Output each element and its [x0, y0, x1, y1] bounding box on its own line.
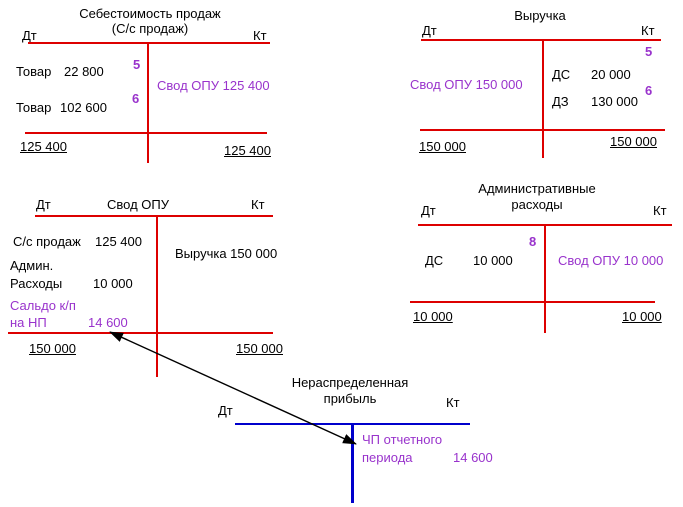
debit-label: Дт	[218, 403, 233, 418]
entry-value: 20 000	[591, 67, 631, 82]
closing-line	[420, 129, 665, 131]
t-bar-horizontal	[421, 39, 661, 41]
entry-label: Админ.	[10, 258, 54, 273]
account-title: Выручка	[514, 8, 566, 23]
t-bar-vertical	[156, 215, 158, 377]
credit-label: Кт	[446, 395, 460, 410]
entry-value: 130 000	[591, 94, 638, 109]
total-debit: 10 000	[413, 309, 453, 324]
debit-label: Дт	[421, 203, 436, 218]
t-bar-vertical	[542, 39, 544, 158]
entry-label: Товар	[16, 100, 52, 115]
credit-entry: Свод ОПУ 10 000	[558, 253, 664, 268]
credit-label: Кт	[251, 197, 265, 212]
account-title: Свод ОПУ	[107, 197, 170, 212]
credit-entry: периода	[362, 450, 413, 465]
entry-value: 22 800	[64, 64, 104, 79]
balance-label: Сальдо к/п	[10, 298, 76, 313]
t-bar-horizontal	[28, 42, 270, 44]
posting-ref: 6	[132, 91, 140, 106]
t-bar-vertical	[544, 224, 546, 333]
debit-entry: Свод ОПУ 150 000	[410, 77, 523, 92]
credit-entry: ЧП отчетного	[362, 432, 443, 447]
total-credit: 125 400	[224, 143, 271, 158]
total-credit: 10 000	[622, 309, 662, 324]
account-subtitle: (С/с продаж)	[111, 21, 189, 36]
debit-label: Дт	[22, 28, 37, 43]
t-bar-vertical	[147, 42, 149, 163]
total-debit: 150 000	[29, 341, 76, 356]
credit-entry: Выручка 150 000	[175, 246, 278, 261]
debit-label: Дт	[36, 197, 51, 212]
entry-label: С/с продаж	[13, 234, 81, 249]
account-title: Нераспределенная	[291, 375, 409, 390]
debit-label: Дт	[422, 23, 437, 38]
account-title: расходы	[511, 197, 563, 212]
entry-label: ДЗ	[552, 94, 569, 109]
posting-ref: 5	[645, 44, 653, 59]
account-title: Административные	[478, 181, 596, 196]
total-credit: 150 000	[610, 134, 657, 149]
account-title: Себестоимость продаж	[79, 6, 221, 21]
t-bar-horizontal	[35, 215, 273, 217]
total-credit: 150 000	[236, 341, 283, 356]
entry-value: 125 400	[95, 234, 142, 249]
credit-label: Кт	[653, 203, 667, 218]
total-debit: 150 000	[419, 139, 466, 154]
account-title: прибыль	[323, 391, 377, 406]
entry-value: 10 000	[93, 276, 133, 291]
entry-label: Расходы	[10, 276, 63, 291]
entry-value: 10 000	[473, 253, 513, 268]
credit-label: Кт	[641, 23, 655, 38]
credit-entry: Свод ОПУ 125 400	[157, 78, 270, 93]
closing-line	[25, 132, 267, 134]
credit-entry-value: 14 600	[453, 450, 493, 465]
posting-ref: 6	[645, 83, 653, 98]
t-bar-vertical	[351, 423, 354, 503]
closing-line	[8, 332, 273, 334]
entry-label: Товар	[16, 64, 52, 79]
credit-label: Кт	[253, 28, 267, 43]
balance-value: 14 600	[88, 315, 128, 330]
balance-label: на НП	[10, 315, 47, 330]
entry-label: ДС	[425, 253, 444, 268]
closing-line	[410, 301, 655, 303]
entry-value: 102 600	[60, 100, 107, 115]
posting-ref: 8	[529, 234, 537, 249]
entry-label: ДС	[552, 67, 571, 82]
total-debit: 125 400	[20, 139, 67, 154]
posting-ref: 5	[133, 57, 141, 72]
